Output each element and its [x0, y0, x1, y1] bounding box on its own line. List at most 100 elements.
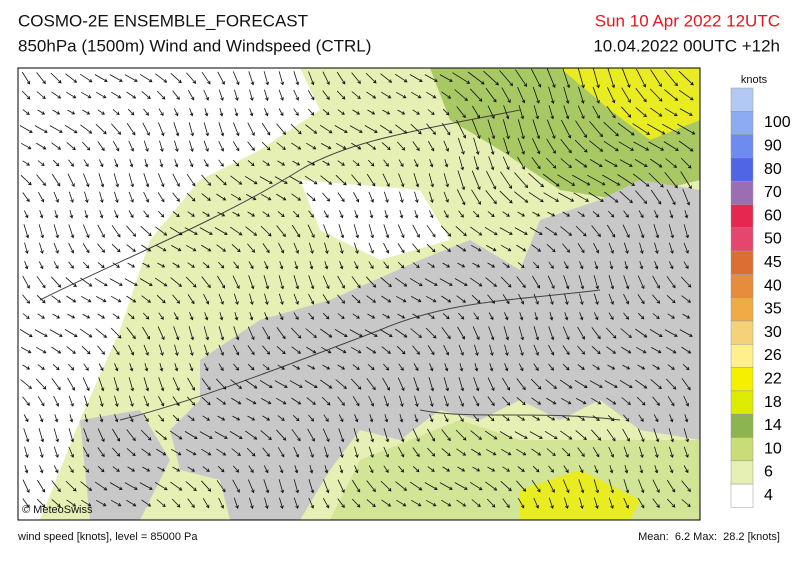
wind-arrow — [623, 242, 629, 254]
wind-arrow — [38, 261, 44, 270]
wind-arrow — [233, 293, 239, 305]
wind-arrow — [560, 139, 572, 154]
wind-arrow — [323, 224, 330, 239]
wind-arrow — [218, 326, 225, 341]
wind-arrow — [128, 191, 134, 203]
wind-arrow — [187, 211, 195, 217]
legend-swatch — [730, 344, 754, 368]
wind-arrow — [624, 260, 629, 270]
wind-arrow — [534, 312, 539, 321]
wind-arrow — [472, 210, 480, 218]
wind-arrow — [578, 465, 584, 474]
legend-label: 30 — [764, 324, 782, 341]
wind-arrow — [169, 430, 183, 440]
wind-arrow — [158, 396, 165, 407]
wind-arrow — [441, 225, 452, 237]
wind-arrow — [678, 140, 694, 152]
wind-arrow — [516, 378, 526, 391]
wind-arrow — [82, 447, 90, 458]
wind-arrow — [293, 446, 299, 458]
wind-arrow — [64, 124, 78, 134]
wind-arrow — [81, 499, 92, 507]
wind-arrow — [411, 296, 422, 303]
wind-arrow — [368, 224, 375, 239]
wind-arrow — [113, 377, 120, 392]
wind-arrow — [637, 294, 645, 305]
wind-arrow — [53, 261, 59, 270]
title: COSMO-2E ENSEMBLE_FORECAST — [18, 11, 308, 30]
wind-arrow — [202, 262, 210, 269]
wind-arrow — [548, 465, 554, 473]
wind-arrow — [24, 242, 29, 255]
wind-arrow — [127, 262, 136, 268]
wind-arrow — [666, 189, 676, 206]
wind-arrow — [517, 119, 525, 140]
wind-arrow — [204, 108, 209, 117]
wind-arrow — [639, 446, 644, 459]
wind-arrow — [99, 210, 104, 219]
wind-arrow — [531, 397, 542, 405]
wind-arrow — [68, 159, 74, 167]
wind-arrow — [381, 142, 391, 151]
wind-arrow — [233, 465, 240, 473]
wind-arrow — [592, 415, 600, 421]
wind-arrow — [622, 428, 630, 442]
wind-arrow — [233, 344, 240, 356]
wind-arrow — [19, 329, 33, 337]
wind-arrow — [577, 326, 585, 340]
wind-arrow — [473, 156, 480, 171]
wind-arrow — [665, 378, 677, 390]
wind-arrow — [259, 176, 273, 184]
wind-arrow — [680, 157, 692, 169]
wind-arrow — [412, 141, 420, 152]
wind-arrow — [502, 294, 510, 305]
wind-arrow — [668, 428, 675, 443]
wind-arrow — [396, 345, 406, 355]
wind-arrow — [247, 326, 255, 341]
wind-arrow — [395, 277, 408, 287]
wind-arrow — [412, 313, 421, 319]
wind-arrow — [308, 497, 314, 509]
wind-arrow — [112, 428, 120, 442]
wind-arrow — [111, 224, 121, 238]
wind-arrow — [82, 141, 91, 151]
wind-arrow — [592, 364, 601, 370]
wind-arrow — [64, 329, 78, 337]
wind-arrow — [546, 119, 556, 140]
wind-arrow — [262, 243, 270, 254]
wind-arrow — [603, 191, 619, 203]
wind-arrow — [293, 71, 300, 86]
wind-arrow — [263, 71, 270, 86]
wind-arrow — [94, 481, 108, 491]
wind-arrow — [322, 275, 330, 290]
wind-arrow — [651, 347, 662, 354]
wind-arrow — [233, 261, 239, 269]
wind-arrow — [54, 414, 59, 423]
wind-arrow — [219, 107, 224, 117]
wind-arrow — [308, 312, 314, 320]
wind-arrow — [216, 193, 227, 201]
legend-label: 80 — [764, 161, 782, 178]
wind-arrow — [129, 363, 134, 372]
wind-arrow — [381, 346, 391, 354]
wind-arrow — [531, 68, 542, 88]
wind-arrow — [82, 377, 90, 392]
wind-arrow — [354, 465, 359, 474]
wind-arrow — [607, 68, 616, 89]
wind-arrow — [158, 377, 165, 392]
wind-arrow — [487, 262, 496, 268]
wind-arrow — [441, 429, 451, 442]
wind-arrow — [51, 480, 61, 493]
wind-arrow — [591, 429, 602, 441]
wind-arrow — [351, 72, 361, 84]
wind-arrow — [635, 328, 648, 338]
wind-arrow — [397, 224, 405, 239]
map-frame — [17, 67, 701, 521]
wind-arrow — [322, 312, 330, 320]
wind-arrow — [545, 157, 557, 169]
wind-arrow — [82, 313, 91, 319]
wind-arrow — [500, 171, 513, 189]
wind-arrow — [485, 190, 497, 205]
wind-arrow — [308, 446, 314, 458]
wind-arrow — [234, 89, 239, 102]
